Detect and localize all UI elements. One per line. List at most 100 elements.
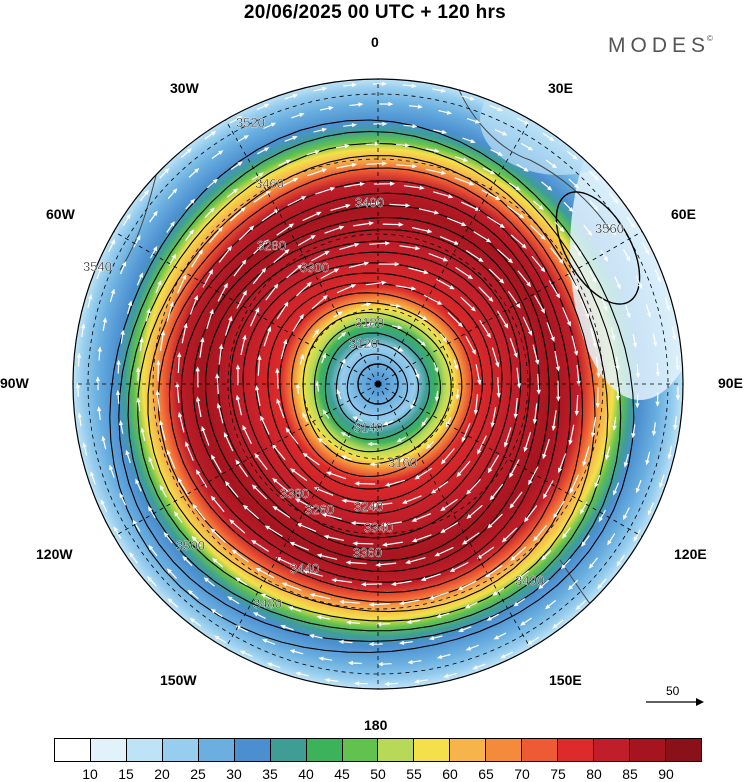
wind-vector-head: [647, 510, 652, 516]
wind-vector-head: [623, 462, 629, 468]
wind-vector: [249, 309, 259, 327]
wind-vector-head: [569, 488, 574, 494]
wind-vector-head: [352, 541, 358, 546]
wind-vector-head: [289, 649, 295, 654]
wind-vector: [208, 228, 222, 244]
wind-vector: [423, 573, 441, 581]
wind-vector: [212, 497, 225, 513]
wind-vector: [244, 506, 259, 520]
wind-vector-head: [434, 396, 440, 402]
wind-vector-head: [477, 449, 482, 455]
contour-label: 3140: [354, 420, 383, 435]
contour-label: 3300: [300, 260, 329, 275]
wind-vector: [202, 271, 213, 288]
wind-vector: [531, 255, 544, 271]
wind-vector-head: [160, 330, 166, 336]
wind-vector-head: [458, 627, 464, 632]
wind-vector-head: [440, 88, 447, 93]
wind-vector: [403, 185, 422, 189]
wind-vector-head: [208, 269, 213, 275]
lon-label-30e: 30E: [548, 80, 573, 96]
wind-vector-head: [255, 567, 261, 573]
wind-vector: [423, 294, 441, 304]
wind-vector-head: [581, 541, 586, 547]
wind-vector: [217, 285, 227, 302]
wind-vector-head: [275, 367, 280, 373]
wind-vector-head: [316, 615, 322, 620]
wind-vector-head: [461, 221, 467, 226]
wind-vector-head: [283, 338, 288, 345]
wind-vector-head: [368, 322, 375, 327]
wind-vector: [384, 541, 403, 546]
wind-vector-head: [382, 161, 388, 166]
wind-vector: [546, 322, 554, 340]
wind-vector: [326, 535, 345, 541]
wind-vector: [302, 212, 320, 222]
lon-label-60w: 60W: [46, 206, 75, 222]
wind-vector-head: [129, 552, 134, 558]
wind-vector: [324, 226, 342, 234]
wind-vector-head: [398, 347, 404, 352]
wind-vector: [550, 247, 563, 263]
wind-vector-head: [120, 329, 125, 335]
wind-vector-head: [249, 225, 255, 231]
wind-vector: [334, 579, 353, 583]
wind-vector-head: [592, 277, 597, 284]
wind-vector-head: [412, 124, 418, 129]
wind-vector-head: [462, 157, 469, 162]
wind-vector-head: [574, 410, 579, 416]
wind-vector: [156, 392, 161, 411]
wind-vector-head: [322, 295, 328, 300]
wind-vector-head: [101, 435, 106, 441]
wind-vector: [307, 169, 325, 177]
wind-vector-head: [260, 415, 265, 421]
colorbar-swatch: [270, 739, 307, 761]
wind-vector: [277, 400, 285, 419]
colorbar-tick-label: 80: [586, 766, 602, 782]
wind-vector-head: [449, 567, 455, 572]
wind-vector-head: [533, 536, 538, 542]
wind-vector-head: [473, 409, 478, 416]
wind-vector: [176, 384, 180, 403]
wind-vector-head: [388, 101, 394, 107]
wind-vector-head: [625, 256, 631, 262]
colorbar-swatch: [55, 739, 91, 761]
wind-vector-head: [239, 650, 246, 655]
wind-vector-head: [125, 449, 130, 456]
wind-vector-head: [436, 654, 443, 659]
colorbar-swatch: [486, 739, 523, 761]
wind-vector: [571, 335, 577, 354]
wind-vector-head: [301, 196, 307, 201]
wind-vector-head: [352, 416, 358, 421]
wind-vector: [274, 507, 291, 519]
wind-vector-head: [109, 464, 114, 471]
wind-vector-head: [615, 365, 620, 371]
wind-vector-head: [415, 245, 421, 251]
wind-vector-head: [251, 539, 257, 545]
contour-label: 3560: [595, 221, 624, 236]
wind-vector-head: [399, 600, 405, 606]
wind-vector: [341, 601, 360, 604]
wind-vector-head: [212, 558, 218, 563]
wind-vector-head: [582, 461, 587, 467]
wind-vector-head: [567, 585, 573, 591]
wind-vector-head: [376, 622, 382, 627]
wind-vector: [266, 526, 283, 538]
wind-vector: [439, 236, 457, 245]
wind-vector: [462, 422, 471, 440]
wind-vector: [256, 387, 261, 406]
wind-vector-head: [177, 477, 183, 483]
wind-vector-head: [523, 446, 528, 453]
wind-vector: [348, 262, 367, 269]
wind-vector: [189, 297, 198, 315]
wind-vector-head: [97, 406, 102, 412]
south-pole-marker: [375, 381, 381, 387]
wind-vector-head: [466, 489, 472, 495]
wind-vector: [253, 191, 269, 203]
wind-vector-head: [280, 624, 286, 629]
wind-vector: [454, 177, 472, 185]
wind-vector-head: [675, 395, 681, 401]
wind-vector-head: [395, 303, 402, 308]
wind-vector-head: [390, 181, 396, 186]
wind-vector-head: [127, 300, 133, 306]
